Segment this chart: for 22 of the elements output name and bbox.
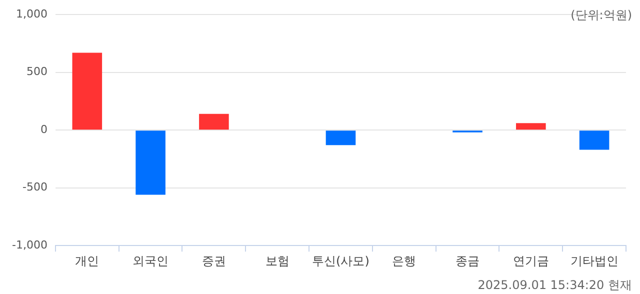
y-tick-label: 0 (40, 122, 48, 136)
x-tick-label: 투신(사모) (312, 254, 370, 268)
y-tick-label: -500 (22, 180, 48, 194)
bar (72, 52, 102, 130)
x-tick-label: 연기금 (512, 254, 549, 268)
x-tick-label: 은행 (392, 254, 416, 268)
x-tick-label: 종금 (456, 254, 480, 268)
bar (579, 130, 610, 150)
text: 2025.09.01 15:34:20 현재 (478, 278, 632, 292)
x-tick-label: 개인 (75, 254, 100, 268)
bar (326, 130, 356, 146)
x-tick-label: 보험 (265, 254, 290, 268)
x-tick-label: 기타법인 (570, 254, 618, 268)
y-tick-label: 1,000 (16, 7, 48, 20)
x-tick-label: 외국인 (132, 254, 169, 268)
annotation: (단위:억원) (570, 8, 632, 22)
y-tick-label: 500 (26, 65, 48, 78)
x-tick-label: 증권 (202, 254, 226, 268)
bar (516, 123, 546, 130)
bar (199, 114, 229, 130)
y-tick-label: -1,000 (12, 238, 48, 252)
bar (136, 130, 166, 195)
